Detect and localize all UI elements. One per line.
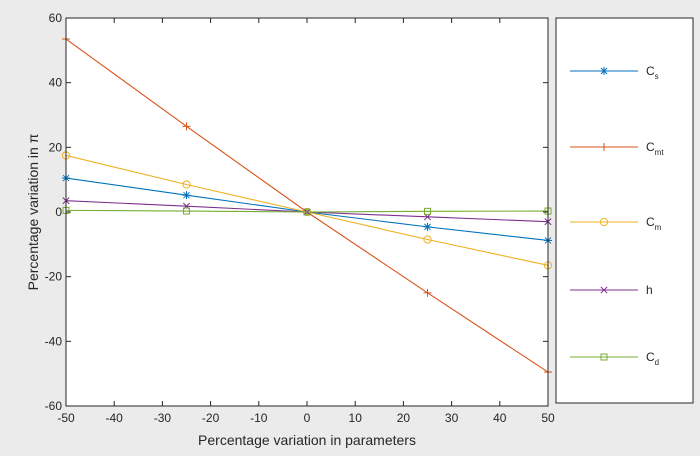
x-tick-label: -50 (57, 411, 75, 425)
x-axis-label: Percentage variation in parameters (198, 432, 416, 448)
data-point (182, 180, 191, 189)
legend-marker (599, 217, 609, 227)
x-tick-label: 50 (541, 411, 555, 425)
x-tick-label: 0 (304, 411, 311, 425)
data-point (183, 207, 190, 215)
legend-marker (600, 143, 608, 151)
x-tick-label: -20 (202, 411, 220, 425)
data-point (423, 235, 432, 244)
x-tick-label: 10 (349, 411, 363, 425)
y-tick-label: -60 (45, 399, 63, 413)
y-tick-label: 0 (55, 205, 62, 219)
y-tick-label: 60 (49, 11, 63, 25)
series-line (65, 209, 549, 213)
x-tick-label: -30 (154, 411, 172, 425)
series-layer (61, 35, 553, 377)
data-point (423, 222, 432, 231)
data-point (423, 288, 432, 297)
legend-marker (600, 286, 608, 294)
legend-marker (600, 353, 608, 361)
x-tick-label: 20 (397, 411, 411, 425)
x-tick-label: -10 (250, 411, 268, 425)
tick-layer: -50 -40 -30 -20 -10 0 10 20 30 40 50 -60 -40 -20 0 20 40… (45, 11, 555, 425)
legend-label: h (646, 283, 653, 297)
legend (555, 17, 694, 404)
y-tick-label: -40 (45, 334, 63, 348)
x-tick-label: 40 (493, 411, 507, 425)
data-point (303, 208, 311, 216)
x-tick-label: 30 (445, 411, 459, 425)
legend-entry: h (570, 283, 653, 297)
data-point (182, 191, 191, 200)
y-tick-label: 40 (49, 76, 63, 90)
x-tick-label: -40 (106, 411, 124, 425)
data-point (182, 122, 191, 131)
data-point (424, 207, 431, 215)
legend-marker (600, 67, 608, 75)
y-tick-label: 20 (49, 140, 63, 154)
y-axis-label: Percentage variation in π (25, 133, 41, 290)
y-tick-label: -20 (45, 270, 63, 284)
